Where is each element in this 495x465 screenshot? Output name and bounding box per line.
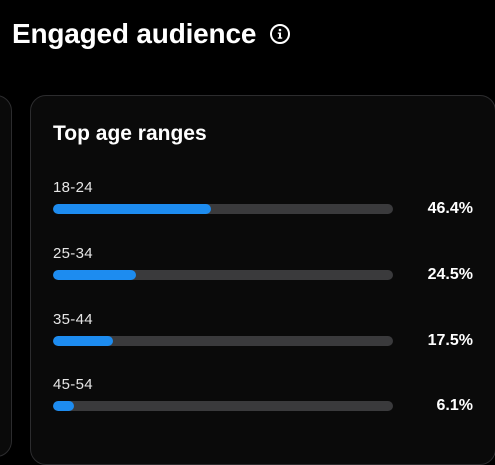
age-range-label: 35-44 [53, 311, 93, 328]
age-range-row: 25-34 24.5% [53, 244, 483, 288]
progress-bar-fill [53, 336, 113, 346]
progress-bar-fill [53, 270, 137, 280]
age-range-percentage: 17.5% [427, 332, 473, 349]
page-title: Engaged audience [12, 18, 257, 49]
age-range-label: 25-34 [53, 245, 93, 262]
age-range-row: 35-44 17.5% [53, 310, 483, 354]
age-range-row: 18-24 46.4% [53, 178, 483, 222]
age-range-row: 45-54 6.1% [53, 375, 483, 419]
progress-bar-track [53, 204, 393, 214]
info-icon[interactable] [270, 24, 291, 44]
progress-bar-track [53, 270, 393, 280]
previous-card-edge[interactable] [0, 95, 12, 457]
age-range-percentage: 24.5% [427, 266, 473, 283]
top-age-ranges-card: Top age ranges 18-24 46.4% 25-34 24.5% 3… [30, 95, 495, 465]
age-range-percentage: 46.4% [427, 200, 473, 217]
age-range-percentage: 6.1% [436, 397, 473, 414]
age-range-label: 45-54 [53, 376, 93, 393]
age-range-label: 18-24 [53, 179, 93, 196]
progress-bar-fill [53, 401, 74, 411]
section-header: Engaged audience [12, 14, 291, 54]
card-title: Top age ranges [53, 122, 207, 145]
progress-bar-fill [53, 204, 211, 214]
progress-bar-track [53, 401, 393, 411]
progress-bar-track [53, 336, 393, 346]
